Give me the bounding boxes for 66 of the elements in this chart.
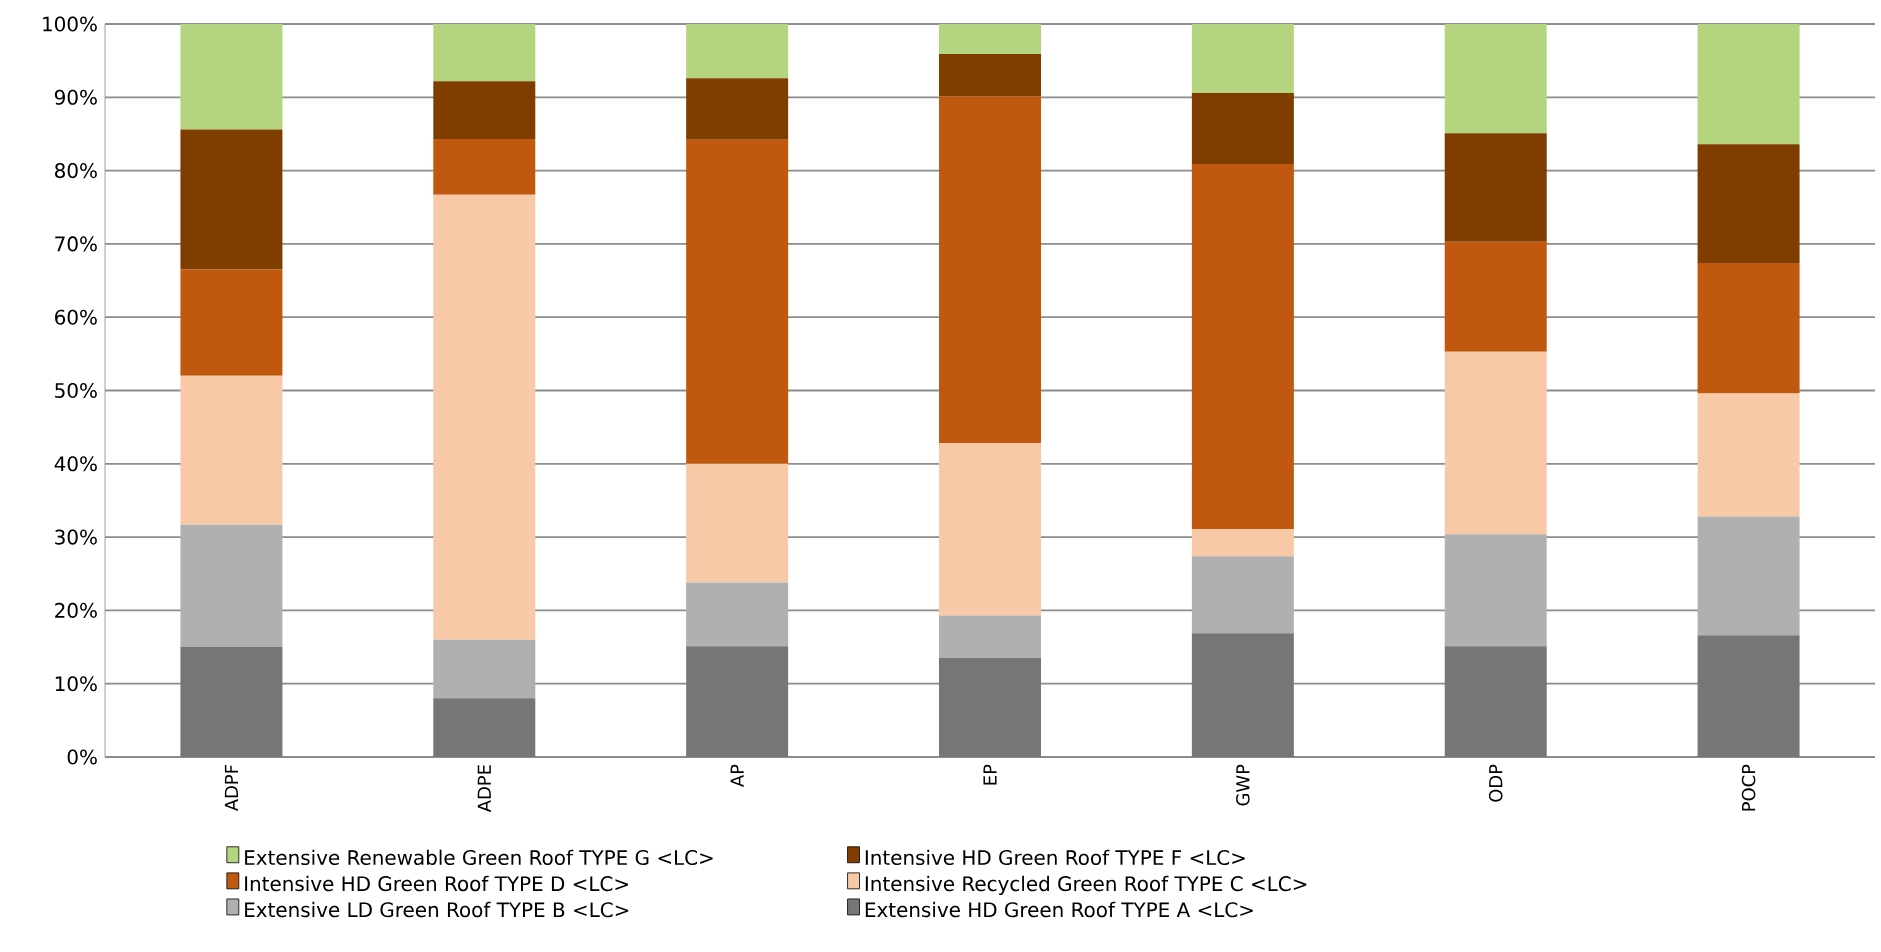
x-tick-label: POCP bbox=[1741, 764, 1756, 811]
bar bbox=[180, 375, 283, 525]
x-tick-label: ADPF bbox=[224, 765, 238, 812]
bar bbox=[433, 81, 536, 140]
y-tick-label: 40% bbox=[54, 456, 97, 472]
legend-label: Extensive Renewable Green Roof TYPE G <LC> bbox=[245, 849, 713, 866]
bar bbox=[1444, 646, 1547, 757]
x-tick-label: AP bbox=[730, 764, 744, 787]
bar bbox=[686, 78, 789, 140]
bar bbox=[939, 443, 1041, 616]
y-tick-label: 80% bbox=[55, 163, 97, 179]
bar bbox=[1697, 635, 1800, 757]
bar bbox=[1191, 556, 1294, 634]
legend-label: Intensive Recycled Green Roof TYPE C <LC> bbox=[865, 875, 1307, 896]
bar bbox=[1444, 23, 1547, 134]
bar bbox=[1191, 529, 1294, 557]
bar bbox=[180, 269, 283, 376]
bar bbox=[939, 658, 1041, 757]
bar bbox=[1444, 133, 1547, 242]
bar bbox=[686, 582, 789, 647]
y-tick-label: 100% bbox=[43, 16, 97, 32]
x-tick-label: ADPE bbox=[477, 765, 491, 813]
legend-label: Intensive HD Green Roof TYPE D <LC> bbox=[245, 875, 628, 892]
y-tick-label: 90% bbox=[54, 89, 97, 105]
bar bbox=[1191, 23, 1294, 93]
bar bbox=[939, 96, 1041, 444]
bar bbox=[686, 646, 789, 757]
bar bbox=[1697, 516, 1800, 636]
bar bbox=[1697, 23, 1800, 145]
y-tick-label: 20% bbox=[55, 602, 97, 618]
y-tick-label: 10% bbox=[55, 676, 97, 692]
legend-label: Extensive LD Green Roof TYPE B <LC> bbox=[245, 901, 629, 918]
bar bbox=[433, 194, 536, 640]
bar bbox=[1191, 163, 1294, 530]
bar bbox=[1697, 262, 1800, 394]
bar bbox=[433, 698, 536, 757]
bar bbox=[180, 647, 283, 757]
bar bbox=[1697, 144, 1800, 263]
bar bbox=[180, 129, 283, 270]
bar bbox=[939, 54, 1041, 97]
bar bbox=[433, 639, 536, 699]
legend-label: Intensive HD Green Roof TYPE F <LC> bbox=[865, 849, 1245, 866]
bar bbox=[939, 615, 1041, 659]
bar bbox=[939, 23, 1041, 55]
bar bbox=[180, 524, 283, 648]
bar bbox=[1191, 633, 1294, 757]
bar bbox=[433, 23, 536, 82]
y-tick-label: 50% bbox=[55, 382, 97, 399]
bar bbox=[686, 139, 789, 464]
bar bbox=[686, 23, 789, 79]
legend-label: Extensive HD Green Roof TYPE A <LC> bbox=[865, 901, 1253, 918]
x-tick-label: EP bbox=[983, 764, 997, 785]
x-tick-label: ODP bbox=[1488, 764, 1503, 802]
bar bbox=[1444, 534, 1547, 647]
y-tick-label: 0% bbox=[67, 749, 97, 765]
y-tick-label: 30% bbox=[55, 529, 97, 545]
y-tick-label: 60% bbox=[55, 309, 97, 325]
bar bbox=[686, 463, 789, 583]
bar bbox=[1444, 241, 1547, 352]
bar bbox=[180, 23, 283, 130]
bar bbox=[1697, 393, 1800, 517]
y-tick-label: 70% bbox=[55, 236, 97, 252]
bar bbox=[433, 139, 536, 195]
bar bbox=[1444, 351, 1547, 535]
x-tick-label: GWP bbox=[1236, 764, 1250, 806]
bar bbox=[1191, 92, 1294, 164]
